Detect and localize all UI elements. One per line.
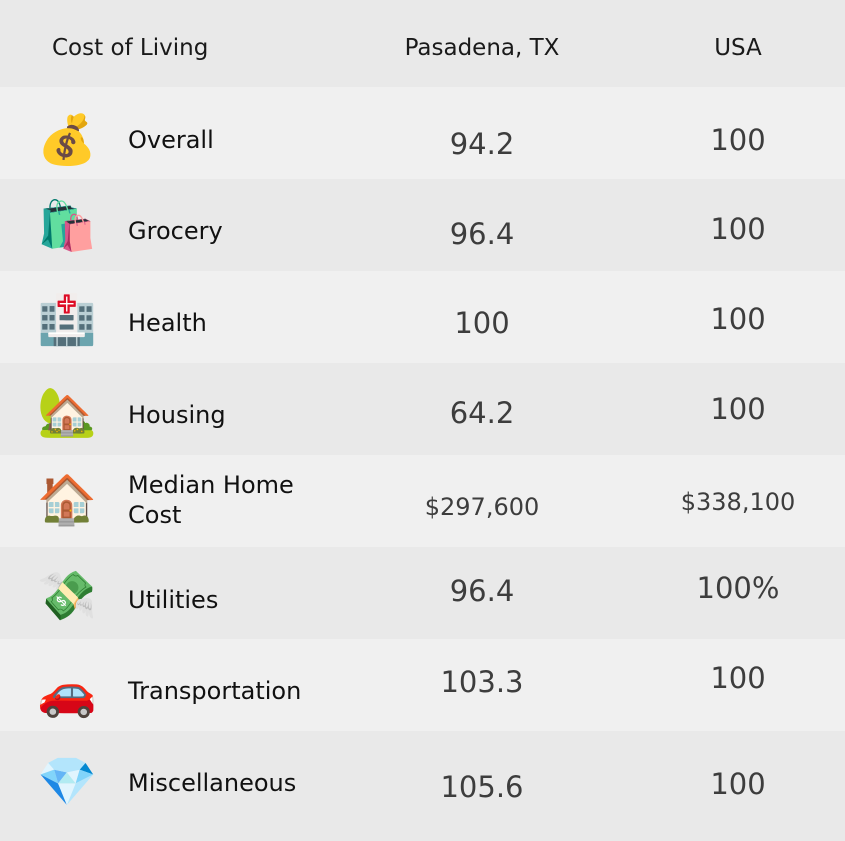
city-value: 94.2: [449, 127, 515, 161]
gem-icon: 💎: [37, 754, 97, 810]
city-value: $297,600: [424, 493, 540, 521]
row-label: Miscellaneous: [128, 769, 297, 797]
city-value: 64.2: [449, 396, 515, 430]
usa-value: 100: [710, 767, 766, 801]
row-label: Housing: [128, 401, 226, 429]
table-row-housing: 🏡 Housing 64.2 100: [0, 363, 845, 455]
usa-value: 100: [710, 302, 766, 336]
table-row-miscellaneous: 💎 Miscellaneous 105.6 100: [0, 731, 845, 841]
city-value: 96.4: [449, 217, 515, 251]
header-category: Cost of Living: [52, 35, 209, 61]
usa-value: 100%: [696, 571, 780, 605]
row-label: Health: [128, 309, 207, 337]
table-row-transportation: 🚗 Transportation 103.3 100: [0, 639, 845, 731]
city-value: 100: [454, 306, 510, 340]
usa-value: 100: [710, 392, 766, 426]
hospital-icon: 🏥: [37, 292, 97, 348]
usa-value: 100: [710, 212, 766, 246]
table-header: Cost of Living Pasadena, TX USA: [0, 0, 845, 87]
table-row-overall: 💰 Overall 94.2 100: [0, 87, 845, 179]
row-label: Grocery: [128, 217, 223, 245]
money-bag-icon: 💰: [37, 112, 97, 168]
car-icon: 🚗: [37, 664, 97, 720]
shopping-bags-icon: 🛍️: [37, 198, 97, 254]
house-with-garden-icon: 🏡: [37, 384, 97, 440]
city-value: 105.6: [440, 770, 524, 804]
usa-value: 100: [710, 123, 766, 157]
row-label: Overall: [128, 126, 214, 154]
usa-value: $338,100: [680, 488, 796, 516]
table-row-grocery: 🛍️ Grocery 96.4 100: [0, 179, 845, 271]
header-city: Pasadena, TX: [404, 35, 560, 61]
row-label: Median Home Cost: [128, 471, 294, 529]
header-national: USA: [714, 35, 762, 61]
usa-value: 100: [710, 661, 766, 695]
table-row-utilities: 💸 Utilities 96.4 100%: [0, 547, 845, 639]
row-label: Utilities: [128, 586, 219, 614]
table-row-median-home-cost: 🏠 Median Home Cost $297,600 $338,100: [0, 455, 845, 547]
row-label: Transportation: [128, 677, 302, 705]
money-with-wings-icon: 💸: [37, 568, 97, 624]
city-value: 103.3: [440, 665, 524, 699]
table-row-health: 🏥 Health 100 100: [0, 271, 845, 363]
house-icon: 🏠: [37, 472, 97, 528]
city-value: 96.4: [449, 574, 515, 608]
